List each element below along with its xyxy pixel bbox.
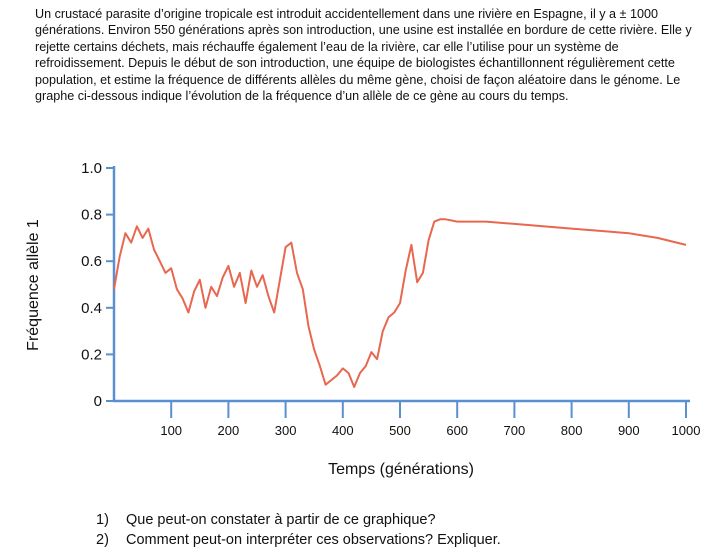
question-item: 2) Comment peut-on interpréter ces obser…: [96, 530, 501, 550]
question-text: Que peut-on constater à partir de ce gra…: [126, 512, 436, 528]
x-tick-label: 200: [218, 423, 240, 438]
question-text: Comment peut-on interpréter ces observat…: [126, 532, 501, 548]
y-axis-label: Fréquence allèle 1: [25, 219, 42, 351]
x-tick-label: 100: [160, 423, 182, 438]
y-tick-label: 0: [94, 393, 102, 410]
x-tick-label: 900: [618, 423, 640, 438]
x-axis: 100 200 300 400 500 600 700 800 900 1000: [113, 399, 701, 438]
question-item: 1) Que peut-on constater à partir de ce …: [96, 510, 501, 530]
x-axis-label: Temps (générations): [328, 461, 474, 478]
x-tick-label: 400: [332, 423, 354, 438]
y-axis: 0 0.2 0.4 0.6 0.8 1.0: [81, 160, 116, 410]
series-line: [113, 218, 687, 388]
x-tick-label: 700: [504, 423, 526, 438]
y-tick-label: 1.0: [81, 160, 102, 177]
x-tick-label: 800: [561, 423, 583, 438]
y-tick-label: 0.2: [81, 346, 102, 363]
intro-paragraph: Un crustacé parasite d’origine tropicale…: [35, 7, 692, 104]
y-tick-label: 0.4: [81, 300, 102, 317]
y-tick-label: 0.8: [81, 207, 102, 224]
question-number: 1): [96, 512, 109, 528]
question-number: 2): [96, 532, 109, 548]
x-tick-label: 300: [275, 423, 297, 438]
y-tick-label: 0.6: [81, 253, 102, 270]
x-tick-label: 500: [389, 423, 411, 438]
question-list: 1) Que peut-on constater à partir de ce …: [96, 510, 501, 550]
x-tick-label: 1000: [672, 423, 701, 438]
x-tick-label: 600: [446, 423, 468, 438]
